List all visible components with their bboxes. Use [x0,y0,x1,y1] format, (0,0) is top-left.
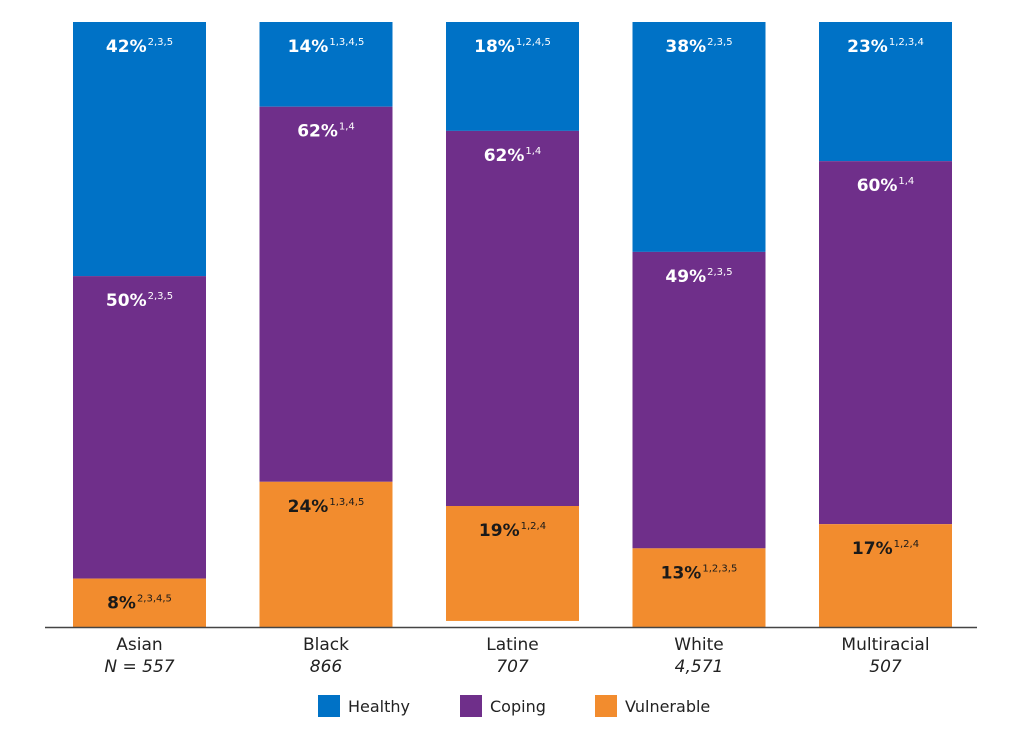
legend: Healthy Coping Vulnerable [318,695,710,717]
legend-label-vulnerable: Vulnerable [625,697,710,716]
bar-white-healthy [632,22,766,252]
bar-latine-coping [446,130,579,506]
legend-swatch-healthy [318,695,340,717]
label-multiracial-healthy: 23%1,2,3,4 [847,37,924,57]
label-white-healthy: 38%2,3,5 [665,37,732,57]
bar-black-coping [259,106,393,482]
bar-asian-vulnerable [73,578,206,627]
legend-swatch-vulnerable [595,695,617,717]
category-label-white: White [674,635,723,655]
n-label-multiracial: 507 [869,657,902,677]
label-asian-healthy: 42%2,3,5 [106,37,173,57]
bar-white-coping [632,251,766,549]
legend-label-healthy: Healthy [348,697,410,716]
n-label-asian: N = 557 [104,657,174,677]
bar-multiracial-coping [819,161,952,525]
bar-latine-vulnerable [446,506,579,621]
label-latine-healthy: 18%1,2,4,5 [474,37,551,57]
label-black-healthy: 14%1,3,4,5 [288,37,365,57]
category-label-latine: Latine [486,635,539,655]
legend-label-coping: Coping [490,697,546,716]
bar-asian-healthy [73,22,206,277]
n-label-black: 866 [310,657,343,677]
label-multiracial-coping: 60%1,4 [857,176,915,196]
segment-labels-layer: 42%2,3,5 50%2,3,5 8%2,3,4,5 14%1,3,4,5 62%1,… [106,37,924,614]
n-label-latine: 707 [496,657,529,677]
label-latine-coping: 62%1,4 [484,146,542,166]
label-white-vulnerable: 13%1,2,3,5 [661,563,738,583]
n-label-white: 4,571 [675,657,724,677]
bar-multiracial-healthy [819,22,952,162]
category-label-black: Black [303,635,349,655]
label-black-vulnerable: 24%1,3,4,5 [288,497,365,517]
label-asian-coping: 50%2,3,5 [106,291,173,311]
bar-black-healthy [259,22,393,107]
category-label-multiracial: Multiracial [841,635,929,655]
label-latine-vulnerable: 19%1,2,4 [479,521,546,541]
bars-layer [73,22,952,627]
label-asian-vulnerable: 8%2,3,4,5 [107,594,172,614]
label-multiracial-vulnerable: 17%1,2,4 [852,539,919,559]
legend-swatch-coping [460,695,482,717]
bar-white-vulnerable [632,548,766,627]
bar-latine-healthy [446,22,579,131]
label-black-coping: 62%1,4 [297,122,355,142]
bar-black-vulnerable [259,481,393,627]
bar-multiracial-vulnerable [819,524,952,627]
category-label-asian: Asian [116,635,162,655]
label-white-coping: 49%2,3,5 [665,267,732,287]
bar-asian-coping [73,276,206,579]
